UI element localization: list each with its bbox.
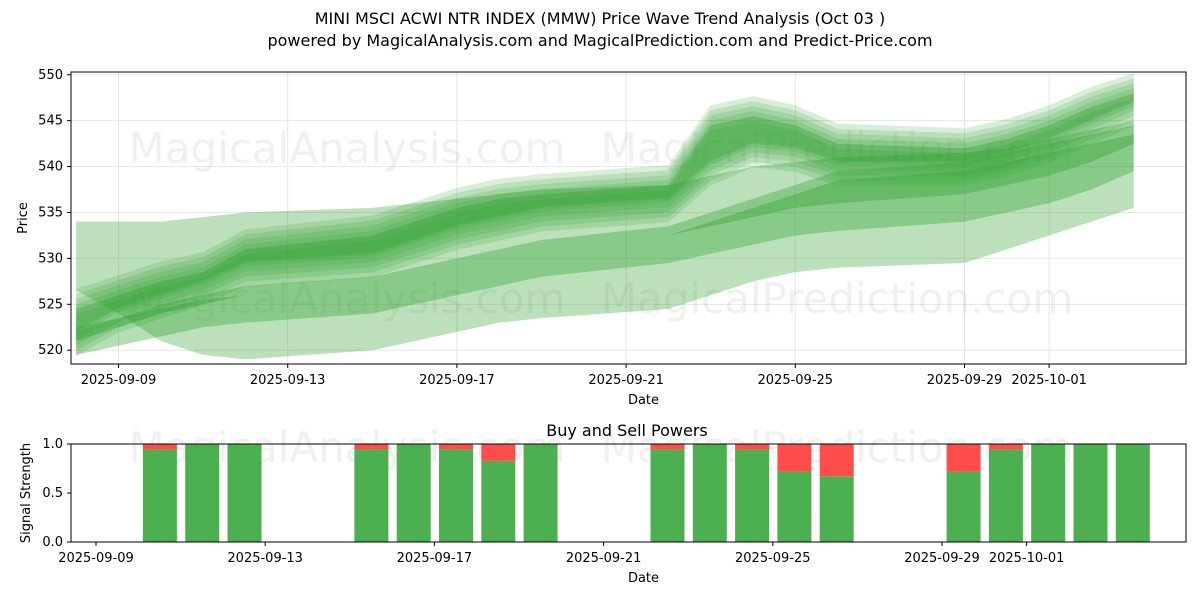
y-tick-label: 550 [38,68,63,83]
sell-bar [946,444,981,472]
y-tick-label: 545 [38,114,63,129]
top-plot-frame [70,71,1187,365]
chart-subtitle: powered by MagicalAnalysis.com and Magic… [267,31,933,50]
buy-bar [777,471,812,542]
buy-bar [692,444,727,542]
buy-bar [735,449,770,542]
buy-bar [946,471,981,542]
x-tick-label: 2025-10-01 [1011,373,1087,388]
buy-bar [481,460,516,542]
y-tick-label: 540 [38,160,63,175]
buy-bar [142,449,177,542]
watermark: MagicalAnalysis.com [129,274,566,323]
sell-bar [777,444,812,472]
x-tick-label: 2025-09-25 [735,551,811,566]
buy-bar [1031,444,1066,542]
y-tick-label: 0.5 [42,486,63,501]
sell-bar [481,444,516,461]
wave-band [76,78,1134,336]
x-tick-label: 2025-09-17 [419,373,495,388]
trend-band-lower [76,125,1134,355]
x-tick-label: 2025-09-09 [81,373,157,388]
x-axis-label: Date [628,393,659,408]
y-tick-label: 1.0 [42,437,63,452]
buy-bar [988,449,1023,542]
buy-bar [439,449,473,542]
sell-bar [735,444,770,450]
buy-bar [650,449,685,542]
y-tick-label: 535 [38,205,63,220]
x-axis-label: Date [628,571,659,586]
x-tick-label: 2025-09-13 [250,373,326,388]
wave-band [76,73,1134,331]
x-tick-label: 2025-09-25 [758,373,834,388]
x-tick-label: 2025-09-09 [58,551,134,566]
buy-bar [396,444,431,542]
y-tick-label: 530 [38,251,63,266]
buy-bar [185,444,220,542]
sell-bar [988,444,1023,450]
buy-bar [354,449,389,542]
x-tick-label: 2025-09-21 [588,373,664,388]
watermark: MagicalAnalysis.com [129,124,566,173]
buy-bar [523,444,558,542]
sell-bar [819,444,854,477]
y-axis-label: Price [16,202,31,234]
buy-sell-title: Buy and Sell Powers [546,421,708,440]
sell-bar [439,444,473,450]
sell-bar [354,444,389,450]
buy-bar [819,476,854,542]
x-tick-label: 2025-09-21 [566,551,642,566]
chart-title: MINI MSCI ACWI NTR INDEX (MMW) Price Wav… [314,9,886,28]
x-tick-label: 2025-09-17 [397,551,473,566]
x-tick-label: 2025-09-29 [927,373,1003,388]
sell-bar [650,444,685,450]
y-tick-label: 525 [38,297,63,312]
buy-bar [1115,444,1150,542]
watermark: MagicalPrediction.com [601,274,1074,323]
outer-band [76,120,1134,360]
wave-band [76,93,1134,351]
wave-band [76,98,1134,356]
x-tick-label: 2025-09-13 [227,551,303,566]
x-tick-label: 2025-10-01 [989,551,1065,566]
y-tick-label: 0.0 [42,535,63,550]
wave-band-core [76,93,1134,332]
wave-band [76,83,1134,341]
wave-band [76,88,1134,346]
sell-bar [142,444,177,450]
y-tick-label: 520 [38,343,63,358]
x-tick-label: 2025-09-29 [904,551,980,566]
buy-bar [227,444,262,542]
watermark: MagicalPrediction.com [601,124,1074,173]
y-axis-label: Signal Strength [19,443,34,543]
trend-band-core [76,134,1134,342]
buy-bar [1073,444,1108,542]
